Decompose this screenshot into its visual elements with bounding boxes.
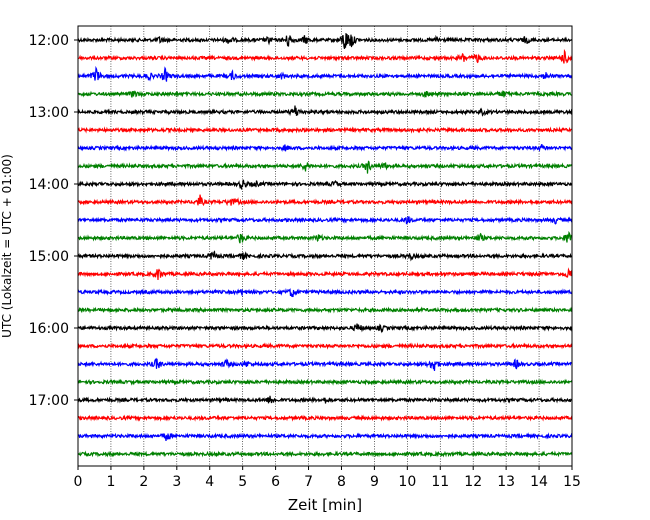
plot-frame [77, 25, 573, 467]
y-axis-ticks: 12:00 13:00 14:00 15:00 16:00 17:00 [29, 33, 78, 409]
trace-line [77, 250, 573, 262]
seismic-traces [77, 33, 573, 458]
x-tick-label: 3 [172, 474, 181, 490]
trace-line [77, 48, 573, 64]
y-axis-title: UTC (Lokalzeit = UTC + 01:00) [0, 154, 14, 338]
x-tick-label: 0 [74, 474, 83, 490]
trace-line [77, 432, 573, 441]
trace-line [77, 179, 573, 191]
x-tick-label: 1 [106, 474, 115, 490]
trace-line [77, 450, 573, 458]
x-tick-label: 7 [304, 474, 313, 490]
trace-line [77, 90, 573, 98]
trace-line [77, 230, 573, 244]
y-tick-label: 13:00 [29, 105, 69, 121]
trace-line [77, 194, 573, 207]
trace-line [77, 323, 573, 334]
trace-line [77, 267, 573, 281]
x-tick-label: 8 [337, 474, 346, 490]
y-tick-label: 12:00 [29, 33, 69, 49]
trace-line [77, 216, 573, 225]
y-tick-label: 14:00 [29, 177, 69, 193]
trace-line [77, 144, 573, 152]
x-tick-label: 5 [238, 474, 247, 490]
y-tick-label: 17:00 [29, 393, 69, 409]
x-tick-label: 10 [398, 474, 416, 490]
x-tick-label: 4 [205, 474, 214, 490]
x-tick-label: 9 [370, 474, 379, 490]
grid-lines [110, 26, 540, 466]
trace-line [77, 105, 573, 117]
trace-line [77, 395, 573, 404]
trace-line [77, 378, 573, 386]
x-axis-title: Zeit [min] [288, 496, 362, 514]
x-axis-ticks: 0 1 2 3 4 5 6 7 8 9 10 11 12 13 14 15 [74, 466, 581, 490]
x-tick-label: 11 [431, 474, 449, 490]
x-tick-label: 14 [530, 474, 548, 490]
trace-line [77, 33, 573, 49]
x-tick-label: 13 [497, 474, 515, 490]
y-tick-label: 15:00 [29, 249, 69, 265]
trace-line [77, 342, 573, 350]
trace-line [77, 65, 573, 82]
x-tick-label: 6 [271, 474, 280, 490]
trace-line [77, 160, 573, 174]
trace-line [77, 357, 572, 371]
x-tick-label: 15 [563, 474, 581, 490]
trace-line [77, 414, 573, 422]
trace-line [77, 126, 573, 134]
trace-line [77, 288, 573, 298]
x-tick-label: 2 [139, 474, 148, 490]
trace-line [77, 306, 573, 314]
y-tick-label: 16:00 [29, 321, 69, 337]
x-tick-label: 12 [464, 474, 482, 490]
